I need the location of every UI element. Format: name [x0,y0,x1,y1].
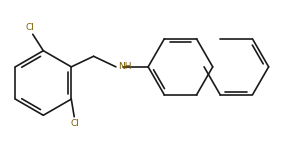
Text: Cl: Cl [26,23,35,32]
Text: NH: NH [118,62,132,71]
Text: Cl: Cl [71,119,80,128]
